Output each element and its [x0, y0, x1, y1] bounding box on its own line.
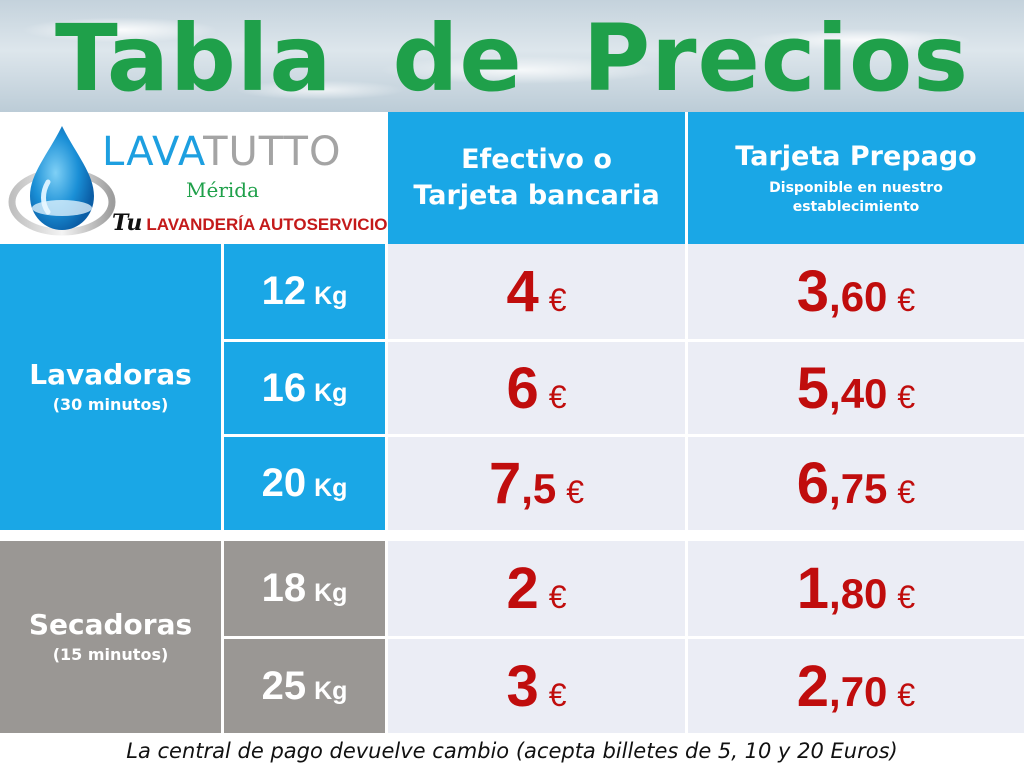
logo-tag-prefix: Tu	[112, 210, 143, 236]
header-prepaid-sub1: Disponible en nuestro	[769, 180, 943, 196]
title-word-1: Tabla	[55, 4, 333, 112]
price-main: 7	[488, 451, 522, 516]
price-decimal: ,75	[829, 465, 888, 512]
capacity-cell: 16 Kg	[224, 342, 388, 437]
footer-note: La central de pago devuelve cambio (acep…	[126, 738, 898, 763]
capacity-number: 20	[261, 461, 307, 505]
logo-city: Mérida	[186, 178, 259, 202]
header-cash-line2: Tarjeta bancaria	[413, 180, 660, 211]
price-main: 3	[796, 259, 830, 324]
price-main: 3	[506, 653, 539, 719]
capacity-cell: 20 Kg	[224, 437, 388, 530]
price-decimal: ,40	[829, 369, 888, 417]
price-cash-cell: 3 €	[388, 639, 688, 733]
category-lavadoras-title: Lavadoras	[29, 358, 192, 391]
capacity-unit: Kg	[314, 282, 348, 310]
capacity-unit: Kg	[314, 676, 348, 705]
capacity-cell: 25 Kg	[224, 639, 388, 733]
euro-symbol: €	[897, 378, 916, 415]
price-prepaid-cell: 3,60 €	[688, 244, 1024, 342]
euro-symbol: €	[897, 579, 916, 615]
price-decimal: ,80	[829, 570, 888, 617]
euro-symbol: €	[566, 474, 585, 510]
header-cash: Efectivo o Tarjeta bancaria	[388, 112, 688, 244]
logo-brand-part1: LAVA	[102, 129, 204, 175]
euro-symbol: €	[548, 282, 567, 318]
logo-tagline: Tu LAVANDERÍA AUTOSERVICIO	[112, 210, 388, 236]
price-prepaid-cell: 1,80 €	[688, 541, 1024, 639]
euro-symbol: €	[548, 579, 567, 615]
euro-symbol: €	[897, 676, 916, 713]
capacity-number: 12	[261, 269, 307, 313]
title-word-3: Precios	[582, 4, 969, 112]
euro-symbol: €	[548, 378, 567, 415]
category-secadoras: Secadoras (15 minutos)	[0, 541, 224, 733]
capacity-cell: 12 Kg	[224, 244, 388, 342]
price-main: 6	[796, 451, 830, 516]
title-word-2: de	[392, 4, 523, 112]
header-prepaid: Tarjeta Prepago Disponible en nuestro es…	[688, 112, 1024, 244]
capacity-unit: Kg	[314, 579, 348, 607]
price-main: 2	[506, 556, 539, 621]
category-secadoras-title: Secadoras	[28, 608, 193, 641]
water-drop-icon	[8, 126, 116, 236]
euro-symbol: €	[548, 676, 567, 713]
header-prepaid-sub2: establecimiento	[792, 199, 920, 215]
capacity-number: 25	[261, 663, 307, 708]
category-secadoras-subtitle: (15 minutos)	[52, 645, 169, 664]
price-decimal: ,5	[521, 465, 557, 512]
category-lavadoras: Lavadoras (30 minutos)	[0, 244, 224, 530]
euro-symbol: €	[897, 474, 916, 510]
logo-tag-rest: LAVANDERÍA AUTOSERVICIO	[146, 215, 388, 234]
logo-brand-part2: TUTTO	[203, 129, 342, 175]
price-main: 6	[506, 355, 539, 421]
price-prepaid-cell: 6,75 €	[688, 437, 1024, 530]
price-main: 1	[796, 556, 830, 621]
price-decimal: ,70	[829, 667, 888, 715]
price-decimal: ,60	[829, 273, 888, 320]
price-prepaid-cell: 5,40 €	[688, 342, 1024, 437]
price-cash-cell: 2 €	[388, 541, 688, 639]
capacity-number: 16	[261, 365, 307, 410]
category-lavadoras-subtitle: (30 minutos)	[52, 395, 169, 414]
capacity-cell: 18 Kg	[224, 541, 388, 639]
page-title: Tabla de Precios	[0, 4, 1024, 112]
logo-brand-name: LAVATUTTO	[102, 130, 341, 174]
capacity-number: 18	[261, 566, 307, 610]
capacity-unit: Kg	[314, 378, 348, 407]
price-prepaid-cell: 2,70 €	[688, 639, 1024, 733]
price-main: 4	[506, 259, 539, 324]
water-background	[0, 0, 1024, 112]
header-cash-line1: Efectivo o	[461, 144, 612, 175]
capacity-unit: Kg	[314, 474, 348, 502]
euro-symbol: €	[897, 282, 916, 318]
price-cash-cell: 7,5 €	[388, 437, 688, 530]
lavatutto-logo: LAVATUTTO Mérida Tu LAVANDERÍA AUTOSERVI…	[0, 112, 388, 244]
price-cash-cell: 6 €	[388, 342, 688, 437]
price-cash-cell: 4 €	[388, 244, 688, 342]
price-main: 5	[796, 355, 830, 421]
header-prepaid-title: Tarjeta Prepago	[735, 141, 977, 172]
price-main: 2	[796, 653, 830, 719]
